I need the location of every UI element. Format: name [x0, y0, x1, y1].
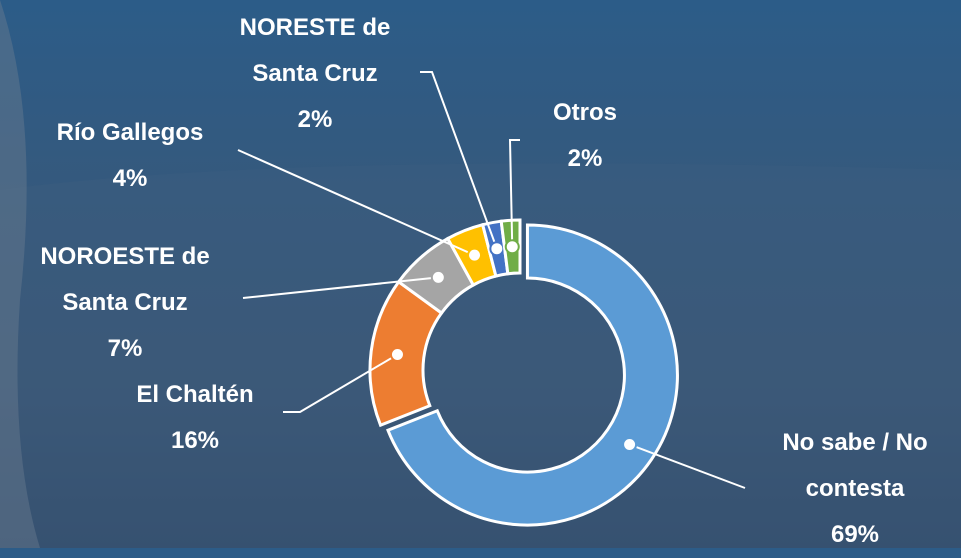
label-dot: [432, 271, 445, 284]
page: No sabe / No contesta69%El Chaltén16%NOR…: [0, 0, 961, 548]
value-label: 7%: [5, 326, 245, 372]
label-dot: [506, 240, 519, 253]
value-label: 69%: [745, 512, 961, 558]
category-label: NORESTE de Santa Cruz: [215, 5, 415, 97]
category-label: No sabe / No contesta: [745, 420, 961, 512]
category-label: Río Gallegos: [20, 110, 240, 156]
label-dot: [490, 242, 503, 255]
label-dot: [623, 438, 636, 451]
value-label: 4%: [20, 156, 240, 202]
value-label: 2%: [215, 97, 415, 143]
category-label: Otros: [500, 90, 670, 136]
label-dot: [468, 249, 481, 262]
leader-line: [420, 72, 497, 249]
leader-line: [238, 150, 475, 255]
category-label: NOROESTE de Santa Cruz: [5, 234, 245, 326]
category-label: El Chaltén: [95, 372, 295, 418]
value-label: 16%: [95, 418, 295, 464]
label-dot: [391, 348, 404, 361]
value-label: 2%: [500, 136, 670, 182]
